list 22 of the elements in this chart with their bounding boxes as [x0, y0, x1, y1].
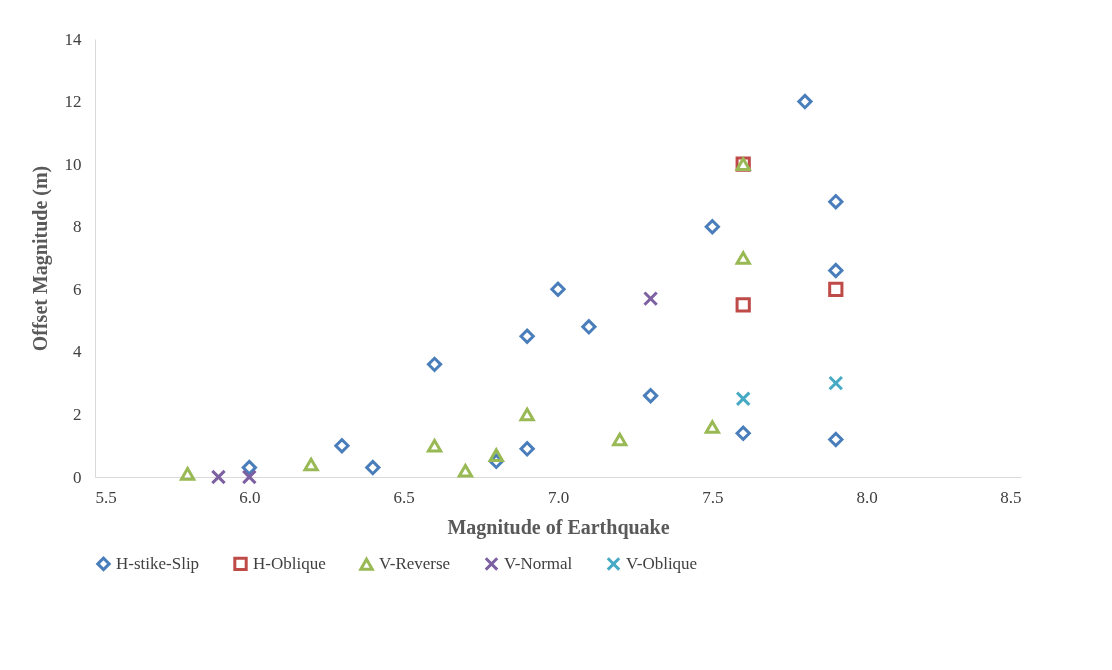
y-tick-label: 12	[64, 92, 82, 112]
y-axis-title: Offset Magnitude (m)	[28, 165, 52, 352]
x-axis-title: Magnitude of Earthquake	[447, 515, 670, 539]
y-tick-label: 10	[64, 154, 82, 174]
x-tick-label: 8.0	[856, 487, 878, 507]
y-tick-label: 8	[73, 217, 82, 237]
y-tick-label: 2	[73, 404, 82, 424]
x-tick-label: 8.5	[1000, 487, 1022, 507]
y-tick-label: 6	[73, 279, 82, 299]
x-tick-label: 7.0	[547, 487, 570, 507]
x-tick-label: 6.5	[393, 487, 415, 507]
y-tick-label: 14	[64, 29, 82, 49]
y-tick-label: 0	[73, 467, 82, 487]
legend-label: V-Reverse	[379, 554, 451, 574]
x-tick-label: 6.0	[239, 487, 261, 507]
x-tick-label: 7.5	[702, 487, 724, 507]
legend-label: H-Oblique	[253, 553, 326, 573]
x-tick-label: 5.5	[95, 487, 117, 507]
legend-label: V-Oblique	[626, 553, 698, 573]
y-tick-label: 4	[73, 342, 82, 362]
legend-label: V-Normal	[504, 553, 573, 573]
legend-label: H-stike-Slip	[116, 553, 200, 573]
